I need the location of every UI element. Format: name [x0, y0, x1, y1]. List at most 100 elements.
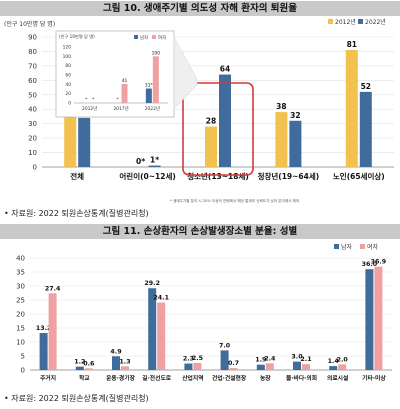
y-tick-label: 70	[28, 62, 37, 70]
y-tick-label: 5	[21, 353, 25, 361]
data-label: 7.0	[219, 342, 231, 349]
figure10-footnote: * 생애주기별 분석 시 20% 이상의 연령에서 해당 통계의 신뢰도가 낮아…	[170, 198, 299, 203]
data-label: 1.2	[74, 359, 85, 366]
legend-swatch-2012	[328, 19, 333, 24]
bar-2012년-청소년(13~18세)	[205, 126, 217, 167]
figure10-title: 그림 10. 생애주기별 의도성 자해 환자의 퇴원율	[0, 1, 400, 16]
bar-2012년-청장년(19~64세)	[275, 112, 288, 167]
x-tick-label: 학교	[79, 374, 90, 382]
inset-data-label: 41	[122, 78, 128, 84]
bar-남자-건업·건설현장	[220, 350, 229, 370]
inset-data-label: *	[85, 97, 88, 103]
data-label: 4.9	[110, 348, 121, 355]
data-label: 2.1	[300, 356, 311, 363]
y-tick-label: 50	[28, 91, 37, 99]
bar-남자-농장	[256, 364, 265, 370]
bar-여자-운동·경기장	[121, 366, 129, 370]
bar-2022년-전체	[78, 117, 91, 167]
legend-label-female: 여자	[367, 243, 379, 251]
inset-data-label: *	[92, 97, 95, 103]
data-label: 3.0	[291, 354, 303, 361]
y-tick-label: 20	[28, 135, 37, 143]
bar-남자-산업지역	[184, 363, 193, 370]
inset-legend-label-female: 여자	[158, 34, 166, 41]
data-label: 24.1	[153, 295, 169, 302]
bar-여자-건업·건설현장	[229, 368, 238, 370]
data-label: 1*	[150, 156, 159, 165]
inset-unit-label: (인구 10만명 당 명)	[59, 33, 95, 40]
bar-남자-학교	[75, 366, 84, 370]
data-label: 2.3	[183, 356, 194, 363]
data-label: 2.5	[192, 355, 203, 362]
highlight-box	[182, 82, 254, 176]
data-label: 0*	[136, 157, 145, 166]
inset-bar-여자-2017년	[121, 83, 128, 103]
bar-여자-학교	[84, 368, 93, 370]
bar-2022년-청소년(13~18세)	[219, 74, 231, 167]
figure10-source: • 자료원: 2022 퇴원손상통계(질병관리청)	[4, 209, 149, 218]
bar-남자-운동·경기장	[112, 356, 120, 370]
data-label: 27.4	[45, 285, 61, 292]
y-tick-label: 30	[28, 120, 37, 128]
inset-bar-여자-2022년	[152, 56, 159, 103]
y-tick-label: 10	[16, 339, 25, 347]
x-tick-label: 농장	[260, 374, 271, 382]
y-tick-label: 60	[28, 77, 37, 85]
y-tick-label: 30	[16, 283, 25, 291]
x-tick-label: 노인(65세이상)	[333, 171, 385, 181]
bar-2012년-전체	[64, 113, 77, 167]
data-label: 2.0	[337, 356, 349, 363]
inset-y-tick-label: 40	[65, 82, 71, 88]
y-tick-label: 40	[28, 106, 37, 114]
inset-bar-남자-2022년	[145, 88, 152, 103]
y-tick-label: 0	[33, 164, 37, 172]
x-tick-label: 운동·경기장	[106, 374, 136, 382]
bar-2022년-어린이(0~12세)	[148, 165, 161, 167]
legend-label-2012: 2012년	[335, 18, 356, 26]
legend-swatch-2022	[358, 19, 363, 24]
inset-y-tick-label: 80	[65, 63, 71, 69]
data-label: 52	[361, 82, 371, 91]
bar-남자-의료시설	[329, 366, 338, 370]
bar-여자-농장	[265, 363, 274, 370]
bar-2012년-노인(65세이상)	[345, 50, 358, 167]
x-tick-label: 청장년(19~64세)	[258, 171, 320, 181]
x-tick-label: 청소년(13~18세)	[187, 171, 249, 181]
legend-label-2022: 2022년	[365, 18, 386, 26]
inset-legend-swatch-female	[152, 35, 156, 39]
x-tick-label: 전체	[70, 171, 84, 181]
bar-여자-주거지	[48, 293, 57, 370]
legend-swatch-female	[360, 244, 365, 249]
x-tick-label: 어린이(0~12세)	[119, 171, 175, 181]
y-tick-label: 90	[28, 34, 37, 42]
data-label: 2.4	[264, 355, 276, 362]
data-label: 1.3	[119, 358, 130, 365]
y-tick-label: 80	[28, 48, 37, 56]
x-tick-label: 산업지역	[182, 374, 203, 382]
bar-여자-산업지역	[193, 363, 202, 370]
inset-y-tick-label: 60	[65, 73, 71, 79]
bar-여자-기타·미상	[374, 266, 383, 370]
inset-data-label: 100	[152, 50, 161, 56]
data-label: 36.0	[362, 261, 378, 268]
bar-여자-물·바다·의회	[302, 364, 310, 370]
inset-y-tick-label: 0	[68, 101, 71, 107]
y-tick-label: 15	[16, 325, 25, 333]
inset-data-label: 31*	[145, 83, 154, 89]
figure10-chart: (인구 10만명 당 명)01020304050607080903734전체0*…	[4, 18, 394, 203]
x-tick-label: 주거지	[40, 374, 56, 382]
figure11-title: 그림 11. 손상환자의 손상발생장소별 분율: 성별	[0, 224, 400, 239]
y-tick-label: 20	[16, 311, 25, 319]
data-label: 1.9	[255, 357, 266, 364]
x-tick-label: 길·전선도로	[142, 374, 172, 382]
bar-남자-기타·미상	[365, 269, 374, 370]
data-label: 0.6	[83, 360, 95, 367]
figure11-chart: 0 5 10 15 20 25 30 35 40 남자 여자 13.2 27.4 주거지 1.20.6 학교 4…	[16, 243, 392, 382]
inset-legend-label-male: 남자	[140, 34, 148, 41]
data-label: 38	[276, 102, 286, 111]
x-tick-label: 건업·건설현장	[212, 374, 247, 382]
y-tick-label: 0	[21, 367, 25, 375]
data-label: 1.4	[328, 358, 340, 365]
inset-x-tick-label: 2012년	[82, 105, 97, 112]
data-label: 0.7	[228, 360, 239, 367]
